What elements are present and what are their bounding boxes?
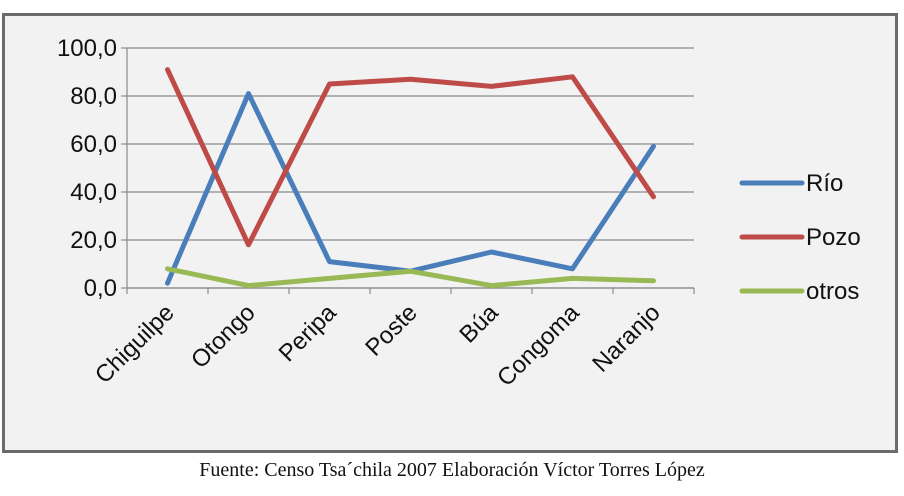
legend-label: Río [806,170,843,197]
x-category-label: Peripa [274,299,343,368]
series-line-otros [165,266,656,289]
series-lines [165,67,656,289]
legend-label: otros [806,278,859,305]
y-tick-label: 40,0 [70,179,117,206]
x-category-label: Búa [454,299,504,349]
x-category-label: Chiguilpe [90,299,180,389]
legend: Río Pozo otros [739,170,861,305]
y-tick-label: 100,0 [57,35,117,62]
chart-frame [2,13,898,453]
source-caption: Fuente: Censo Tsa´chila 2007 Elaboración… [199,459,705,481]
y-tick-label: 0,0 [84,275,117,302]
x-category-label: Congoma [492,299,585,392]
y-tick-label: 20,0 [70,227,117,254]
x-category-label: Naranjo [587,299,666,378]
legend-label: Pozo [806,224,861,251]
y-tick-label: 60,0 [70,131,117,158]
x-category-label: Poste [360,299,422,361]
series-line-río [165,91,656,286]
y-tick-label: 80,0 [70,83,117,110]
x-category-label: Otongo [186,299,261,374]
